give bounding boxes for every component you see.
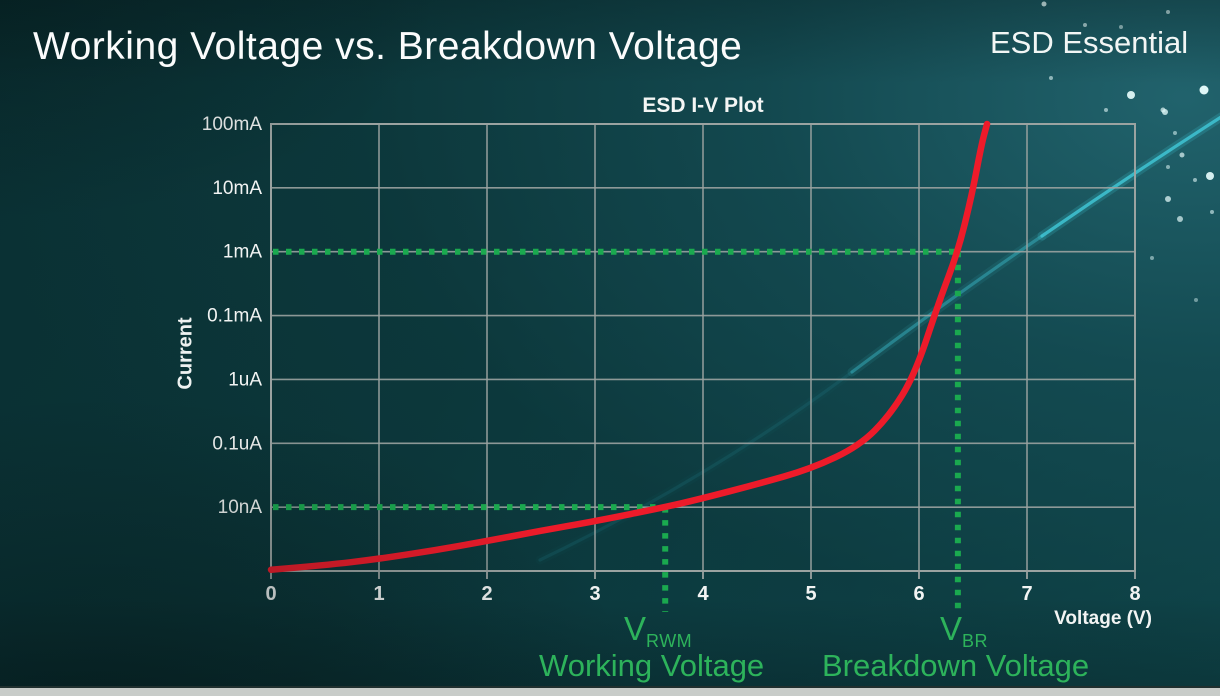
- y-axis-label: Current: [174, 317, 197, 390]
- x-tick-label: 5: [805, 583, 816, 605]
- x-axis-label: Voltage (V): [1054, 608, 1152, 629]
- star-dot: [1083, 23, 1087, 27]
- star-dot: [1173, 131, 1177, 135]
- star-dot: [1150, 256, 1154, 260]
- star-dot: [1206, 172, 1214, 180]
- plot-border: [270, 123, 1136, 572]
- x-tick-label: 8: [1129, 583, 1140, 605]
- star-dot: [1104, 108, 1108, 112]
- x-tick-label: 7: [1021, 583, 1032, 605]
- y-tick-label: 1uA: [228, 369, 262, 390]
- chart-title: ESD I-V Plot: [642, 94, 764, 117]
- star-dot: [1166, 10, 1170, 14]
- iv-curve: [267, 120, 991, 573]
- star-dot: [1049, 76, 1053, 80]
- y-tick-label: 0.1mA: [207, 306, 262, 327]
- vrwm-marker-label: VRWM: [624, 612, 692, 650]
- vbr-subscript: BR: [962, 631, 989, 651]
- x-tick-label: 1: [373, 583, 384, 605]
- y-tick-label: 10nA: [218, 497, 263, 518]
- star-dot: [1177, 216, 1183, 222]
- star-dot: [1179, 152, 1185, 158]
- vbr-symbol: V: [940, 610, 963, 647]
- star-dot: [1165, 196, 1171, 202]
- brand-text: ESD Essential: [990, 25, 1189, 60]
- working-voltage-caption: Working Voltage: [539, 648, 765, 683]
- y-tick-label: 100mA: [202, 114, 263, 135]
- x-tick-label: 4: [697, 583, 709, 605]
- star-dot: [1166, 165, 1170, 169]
- star-dot: [1162, 109, 1168, 115]
- star-dot: [1199, 85, 1209, 95]
- vbr-marker-label: VBR: [940, 612, 988, 650]
- breakdown-voltage-caption: Breakdown Voltage: [822, 648, 1090, 683]
- star-dot: [1194, 298, 1198, 302]
- star-dot: [1119, 25, 1123, 29]
- bottom-edge-strip: [0, 686, 1220, 696]
- page-title: Working Voltage vs. Breakdown Voltage: [33, 25, 743, 68]
- x-tick-label: 3: [589, 583, 600, 605]
- x-tick-label: 6: [913, 583, 924, 605]
- vrwm-subscript: RWM: [646, 631, 693, 651]
- vrwm-symbol: V: [624, 610, 647, 647]
- x-tick-label: 0: [265, 583, 276, 605]
- star-dot: [1193, 178, 1197, 182]
- y-tick-label: 10mA: [212, 178, 262, 199]
- x-tick-label: 2: [481, 583, 492, 605]
- star-dot: [1041, 1, 1047, 7]
- star-dot: [1210, 210, 1214, 214]
- y-tick-label: 1mA: [223, 242, 262, 263]
- y-tick-label: 0.1uA: [212, 433, 262, 454]
- star-dot: [1127, 91, 1135, 99]
